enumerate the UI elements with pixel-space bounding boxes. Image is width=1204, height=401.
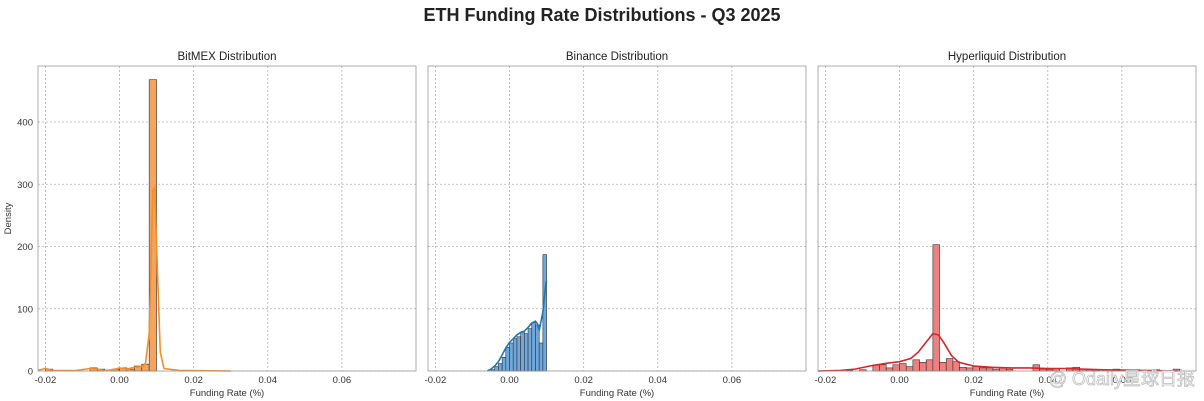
x-tick-label: 0.06 [1113,375,1132,386]
panel-title: BitMEX Distribution [177,51,276,63]
x-tick-label: 0.06 [333,375,352,386]
panel-title: Hyperliquid Distribution [948,51,1066,63]
y-tick-label: 300 [17,180,33,191]
x-tick-label: 0.00 [500,375,519,386]
histogram-bar [509,342,514,372]
x-tick-label: 0.06 [723,375,742,386]
histogram-bar [505,347,510,372]
histogram-bar [885,367,894,372]
histogram-bar [531,322,536,372]
kde-line [37,184,231,372]
x-tick-label: 0.02 [184,375,203,386]
histogram-bar [925,359,934,372]
histogram-bar [932,244,940,372]
x-tick-label: -0.02 [815,375,837,386]
x-tick-label: 0.02 [574,375,593,386]
kde-line [817,332,1178,372]
x-axis-label: Funding Rate (%) [970,388,1044,399]
x-axis-label: Funding Rate (%) [580,388,654,399]
panel-title: Binance Distribution [566,51,668,63]
x-tick-label: 0.04 [259,375,278,386]
histogram-bar [520,332,525,372]
histogram-bar [912,359,920,372]
x-axis-label: Funding Rate (%) [190,388,264,399]
chart-panel-3: Hyperliquid Distribution -0.02 0.00 0.02 0.0… [815,51,1197,399]
x-tick-label: 0.02 [964,375,983,386]
histogram-bar [905,366,914,372]
plot-frame [817,65,1197,372]
histogram-bar [879,364,887,372]
histogram-bar [939,361,947,372]
watermark: @ Odaily星球日报 [1049,369,1195,389]
kde-line [486,280,548,372]
histogram-bar [501,357,507,372]
x-tick-label: 0.00 [890,375,909,386]
plot-frame [37,65,417,372]
histogram-bar [979,367,987,372]
plot-frame [427,65,807,372]
y-tick-label: 100 [17,304,33,315]
panels: BitMEX Distribution -0.02 0.00 0.02 0.04 0.06… [3,51,1197,399]
y-tick-label: 0 [28,367,33,378]
histogram-bar [516,336,521,372]
histogram-bar [899,363,907,372]
y-tick-label: 200 [17,242,33,253]
chart-panel-2: Binance Distribution -0.02 0.00 0.02 0.04 0.0… [425,51,807,399]
histogram-bar [972,366,980,372]
x-tick-label: 0.00 [110,375,129,386]
x-tick-label: 0.04 [649,375,668,386]
chart-panel-1: BitMEX Distribution -0.02 0.00 0.02 0.04 0.06… [3,51,417,399]
y-tick-label: 400 [17,118,33,129]
histogram-bar [965,367,974,372]
histogram-bar [945,358,954,372]
histogram-bar [892,364,900,372]
histogram-bar [527,328,533,372]
histogram-bar [985,367,994,372]
figure-title: ETH Funding Rate Distributions - Q3 2025 [423,5,780,25]
histogram-bar [524,333,529,372]
histogram-bar [952,361,960,372]
histogram-bar [512,338,518,372]
histogram-bar [538,342,544,372]
y-axis-label: Density [3,202,14,234]
x-tick-label: -0.02 [425,375,447,386]
x-tick-label: -0.02 [35,375,57,386]
x-tick-label: 0.04 [1039,375,1058,386]
histogram-bar [959,366,967,372]
histogram-bar [498,363,503,372]
histogram-bar [919,361,927,372]
histogram-bar [535,324,540,372]
histogram-bar [494,366,499,372]
